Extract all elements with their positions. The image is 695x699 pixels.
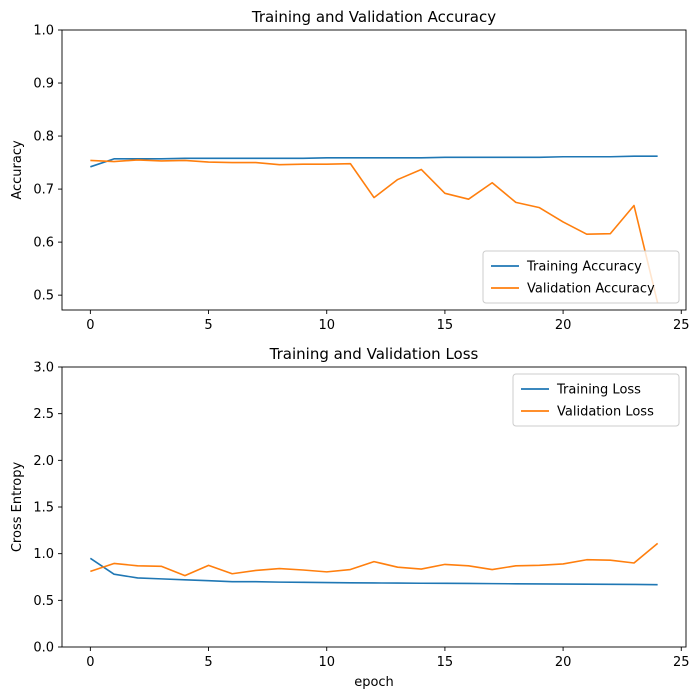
legend: Training Accuracy Validation Accuracy [482,250,680,304]
y-tick-label: 0.8 [33,130,54,145]
series-line-validation-accuracy [90,159,659,304]
x-tick-label: 0 [86,318,94,333]
series-line-training-accuracy [90,155,658,168]
x-tick-label: 15 [437,318,454,333]
series-line-validation-loss [90,542,659,577]
x-axis-label: epoch [354,675,394,690]
x-tick-label: 0 [86,655,94,670]
y-tick-label: 1.5 [33,501,54,516]
legend-box [512,373,680,427]
x-tick-label: 5 [204,318,212,333]
y-tick-label: 0.0 [33,641,54,656]
y-tick-label: 2.5 [33,407,54,422]
y-tick-label: 0.7 [33,183,54,198]
x-tick-label: 5 [204,655,212,670]
y-axis-label: Accuracy [10,140,25,200]
y-tick-label: 1.0 [33,24,54,39]
legend-label: Validation Loss [557,405,654,420]
chart-title: Training and Validation Loss [269,345,479,363]
legend-label: Training Accuracy [526,260,642,275]
legend-box [482,250,680,304]
y-tick-label: 0.6 [33,236,54,251]
x-tick-label: 20 [555,318,572,333]
plot-frame [61,29,687,311]
y-axis-label: Cross Entropy [10,462,25,553]
y-tick-label: 1.0 [33,547,54,562]
legend-label: Training Loss [556,383,641,398]
panel-1: 0 5 10 15 20 25 0.5 0.6 0.7 0.8 0.9 1.0 Training and… [10,8,690,333]
y-tick-label: 0.9 [33,77,54,92]
x-tick-label: 10 [318,318,335,333]
y-tick-label: 3.0 [33,361,54,376]
x-tick-label: 10 [318,655,335,670]
y-tick-label: 0.5 [33,289,54,304]
x-tick-label: 25 [673,655,690,670]
legend-label: Validation Accuracy [527,282,655,297]
y-tick-label: 0.5 [33,594,54,609]
legend: Training Loss Validation Loss [512,373,680,427]
panel-2: 0 5 10 15 20 25 0.0 0.5 1.0 1.5 2.0 2.5 3.0 Training … [10,345,690,690]
x-tick-label: 25 [673,318,690,333]
y-tick-label: 2.0 [33,454,54,469]
series-line-training-loss [89,557,658,586]
x-tick-label: 20 [555,655,572,670]
x-tick-label: 15 [437,655,454,670]
chart-title: Training and Validation Accuracy [251,8,496,26]
